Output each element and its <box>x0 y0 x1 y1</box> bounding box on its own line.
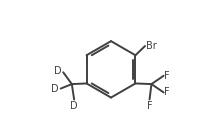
Text: Br: Br <box>146 41 157 51</box>
Text: D: D <box>54 66 61 76</box>
Text: F: F <box>164 71 170 81</box>
Text: F: F <box>147 101 152 111</box>
Text: F: F <box>164 87 170 97</box>
Text: D: D <box>51 84 59 94</box>
Text: D: D <box>70 101 78 111</box>
